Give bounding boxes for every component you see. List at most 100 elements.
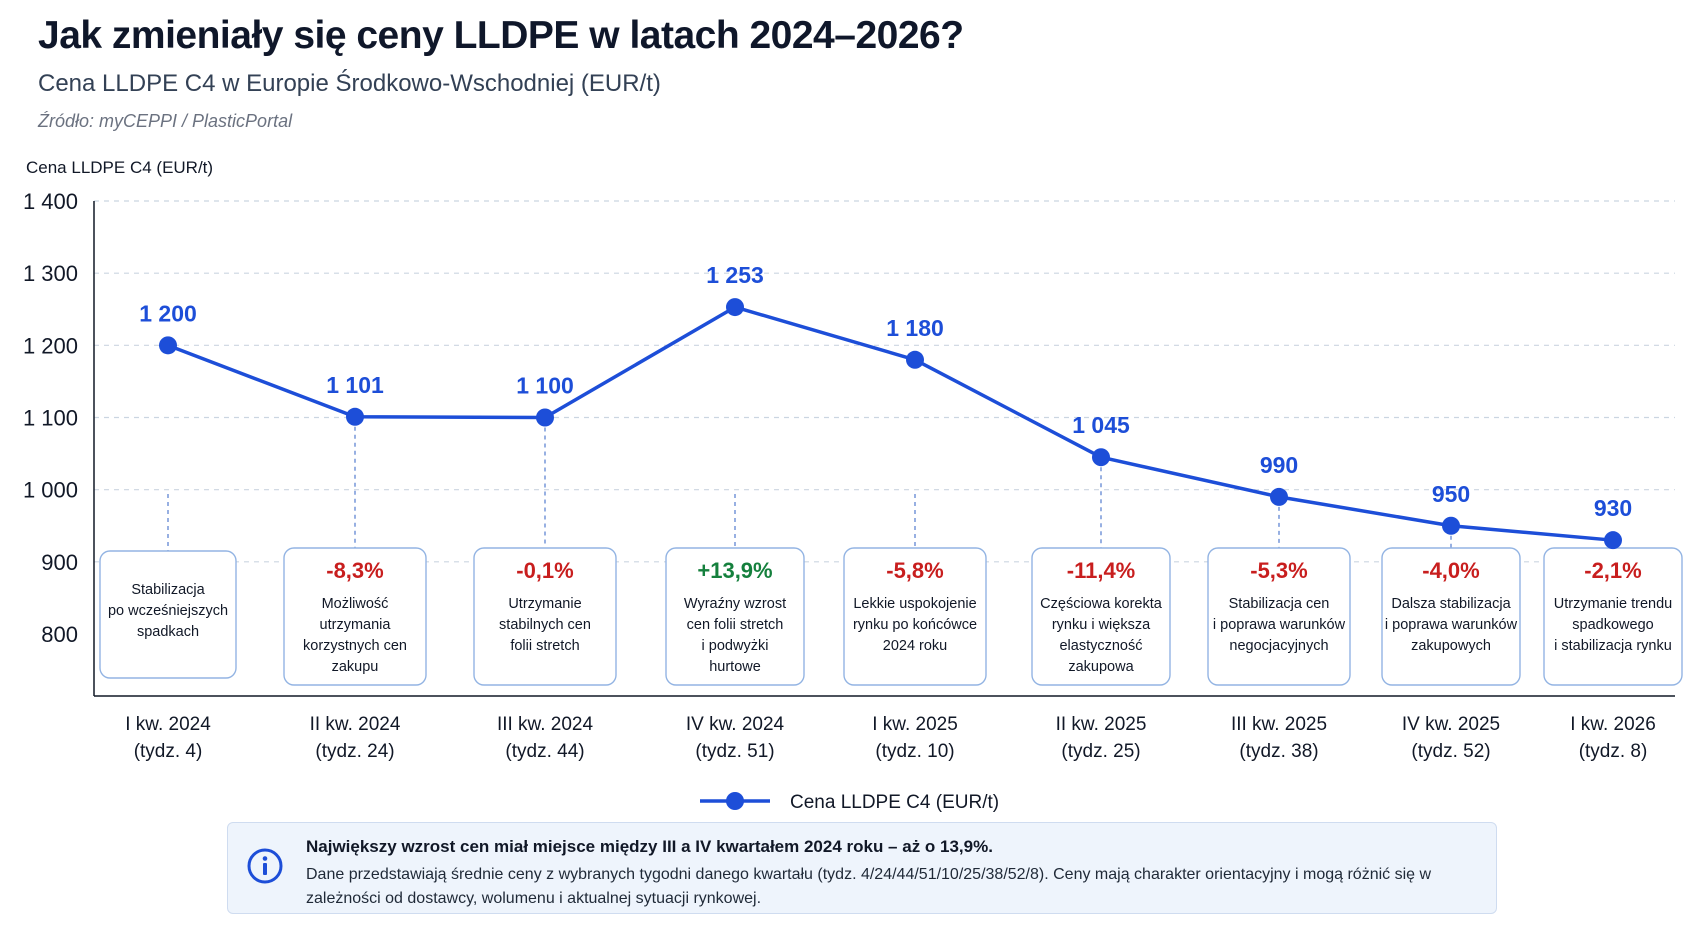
y-tick-label: 1 000 [23,478,78,503]
data-label: 1 180 [886,315,944,341]
annotation-text: Możliwość [322,596,389,612]
y-tick-label: 800 [41,622,78,647]
annotation-text: Stabilizacja cen [1229,596,1330,612]
y-axis-title: Cena LLDPE C4 (EUR/t) [26,158,213,177]
annotation-box [1031,547,1171,686]
data-label: 1 253 [706,262,764,288]
annotation-text: zakupu [332,659,379,675]
x-tick-sublabel: (tydz. 10) [875,741,954,762]
data-label: 1 045 [1072,412,1130,438]
chart-subtitle: Cena LLDPE C4 w Europie Środkowo-Wschodn… [38,70,661,97]
info-box: Największy wzrost cen miał miejsce międz… [227,822,1497,914]
annotation-text: Lekkie uspokojenie [853,596,976,612]
annotation-text: hurtowe [709,659,761,675]
x-tick-sublabel: (tydz. 44) [505,741,584,762]
info-icon [247,848,283,884]
annotation-change: -4,0% [1422,558,1479,583]
y-tick-label: 900 [41,550,78,575]
annotation-text: Stabilizacja [131,582,205,598]
info-text: Dane przedstawiają średnie ceny z wybran… [306,866,1432,907]
x-tick-sublabel: (tydz. 51) [695,741,774,762]
annotation-text: rynku po końcówce [853,617,977,633]
annotation-text: 2024 roku [883,638,948,654]
data-point [346,407,364,426]
x-tick-sublabel: (tydz. 52) [1411,741,1490,762]
legend-label: Cena LLDPE C4 (EUR/t) [790,792,999,813]
y-tick-label: 1 200 [23,333,78,358]
annotation-box [665,547,805,686]
annotation-change: -2,1% [1584,558,1641,583]
data-point [906,350,924,369]
annotation-text: i poprawa warunków [1213,617,1346,633]
data-point [1270,487,1288,506]
annotation-text: Utrzymanie [508,596,581,612]
annotation-text: rynku i większa [1052,617,1151,633]
annotation-box [1207,547,1351,686]
x-tick-label: IV kw. 2025 [1402,714,1500,735]
x-tick-sublabel: (tydz. 8) [1579,741,1648,762]
annotation-text: stabilnych cen [499,617,591,633]
annotation-text: elastyczność [1059,638,1142,654]
annotation-text: utrzymania [320,617,392,633]
x-tick-label: IV kw. 2024 [686,714,785,735]
x-tick-label: I kw. 2024 [125,714,211,735]
x-tick-label: III kw. 2024 [497,714,594,735]
data-label: 1 100 [516,373,574,399]
y-tick-label: 1 100 [23,406,78,431]
data-label: 990 [1260,452,1298,478]
annotation-change: -5,8% [886,558,943,583]
annotation-change: -5,3% [1250,558,1307,583]
data-label: 930 [1594,495,1632,521]
annotation-box [283,547,427,686]
y-tick-label: 1 300 [23,261,78,286]
x-tick-label: I kw. 2026 [1570,714,1656,735]
data-point [1092,448,1110,467]
annotation-text: spadkowego [1572,617,1653,633]
annotation-box [1381,547,1521,686]
annotation-text: cen folii stretch [687,617,784,633]
annotation-text: i podwyżki [702,638,769,654]
annotation-change: -8,3% [326,558,383,583]
data-point [1442,516,1460,535]
annotation-change: -11,4% [1067,558,1136,583]
annotation-text: po wcześniejszych [108,603,228,619]
x-tick-label: III kw. 2025 [1231,714,1327,735]
data-point [536,408,554,427]
annotation-change: -0,1% [516,558,573,583]
data-label: 950 [1432,481,1470,507]
annotation-text: Utrzymanie trendu [1554,596,1672,612]
annotation-text: spadkach [137,624,199,640]
x-tick-sublabel: (tydz. 38) [1239,741,1318,762]
x-tick-label: I kw. 2025 [872,714,958,735]
data-label: 1 200 [139,300,197,326]
data-label: 1 101 [326,372,384,398]
legend-marker [726,792,744,810]
annotation-text: negocjacyjnych [1229,638,1328,654]
annotation-box [843,547,987,686]
x-tick-sublabel: (tydz. 4) [134,741,203,762]
source-note: Źródło: myCEPPI / PlasticPortal [38,111,293,131]
annotation-text: korzystnych cen [303,638,407,654]
x-tick-label: II kw. 2024 [310,714,401,735]
data-point [726,298,744,317]
annotation-text: zakupowa [1068,659,1134,675]
data-point [1604,531,1622,550]
annotation-text: i poprawa warunków [1385,617,1518,633]
annotation-text: Częściowa korekta [1040,596,1163,612]
annotation-text: Dalsza stabilizacja [1391,596,1511,612]
x-tick-sublabel: (tydz. 25) [1061,741,1140,762]
annotation-change: +13,9% [697,558,772,583]
annotation-box [473,547,617,686]
y-tick-label: 1 400 [23,189,78,214]
annotation-text: i stabilizacja rynku [1554,638,1672,654]
x-tick-sublabel: (tydz. 24) [315,741,394,762]
data-point [159,336,177,355]
page-title: Jak zmieniały się ceny LLDPE w latach 20… [38,14,964,57]
series-line [167,305,1614,542]
annotation-box [99,550,237,679]
info-title: Największy wzrost cen miał miejsce międz… [306,837,993,856]
annotation-text: Wyraźny wzrost [684,596,786,612]
annotation-text: folii stretch [510,638,579,654]
annotation-text: zakupowych [1411,638,1491,654]
